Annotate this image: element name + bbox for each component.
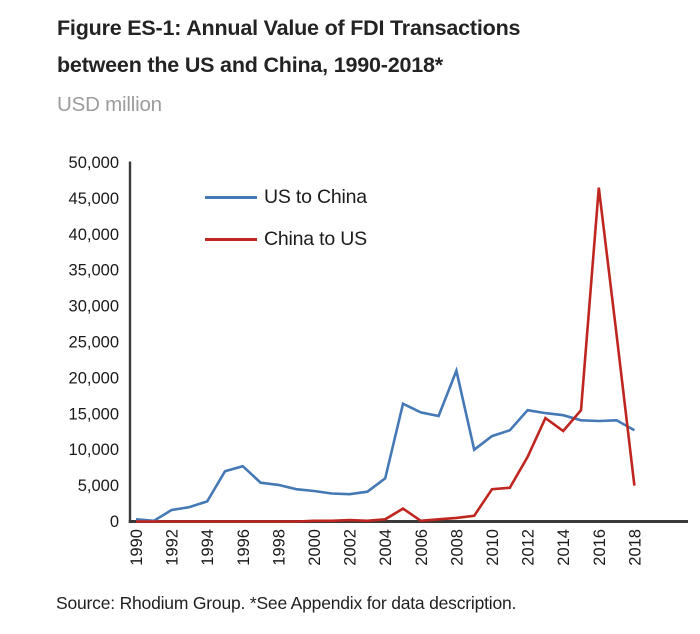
source-note: Source: Rhodium Group. *See Appendix for… — [56, 593, 517, 613]
y-tick-label: 40,000 — [69, 226, 119, 244]
x-tick-label: 1992 — [164, 529, 182, 566]
y-tick-label: 5,000 — [78, 477, 119, 495]
x-tick-label: 2000 — [306, 529, 324, 566]
x-tick-label: 2008 — [448, 529, 466, 566]
x-tick-label: 2012 — [520, 529, 538, 566]
x-tick-label: 2002 — [342, 529, 360, 566]
us-to-china-line — [135, 366, 636, 523]
figure-header: Figure ES-1: Annual Value of FDI Transac… — [57, 10, 657, 117]
us-to-china-line-sample — [205, 195, 257, 199]
y-tick-label: 20,000 — [69, 369, 119, 387]
x-tick-label: 2010 — [484, 529, 502, 566]
x-tick-label: 1996 — [235, 529, 253, 566]
x-tick-label: 2014 — [555, 529, 573, 566]
y-tick-label: 25,000 — [69, 334, 119, 352]
x-tick-label: 2006 — [413, 529, 431, 566]
y-tick-label: 10,000 — [69, 441, 119, 459]
chart-legend: US to China China to US — [205, 186, 367, 250]
legend-item-us-to-china: US to China — [205, 186, 367, 208]
y-tick-label: 45,000 — [69, 190, 119, 208]
y-tick-label: 0 — [110, 513, 119, 531]
y-tick-label: 15,000 — [69, 405, 119, 423]
x-tick-label: 1990 — [128, 529, 146, 566]
y-tick-label: 35,000 — [69, 262, 119, 280]
x-tick-label: 2016 — [591, 529, 609, 566]
china-to-us-line-sample — [205, 237, 257, 241]
figure-title-line2: between the US and China, 1990-2018* — [57, 53, 443, 77]
figure-title-line1: Figure ES-1: Annual Value of FDI Transac… — [57, 16, 521, 40]
figure-unit-label: USD million — [57, 93, 162, 116]
x-tick-label: 2004 — [377, 529, 395, 566]
x-tick-label: 2018 — [626, 529, 644, 566]
y-tick-label: 50,000 — [69, 154, 119, 172]
legend-label-us-to-china: US to China — [264, 185, 367, 208]
legend-item-china-to-us: China to US — [205, 228, 367, 250]
x-tick-label: 1998 — [270, 529, 288, 566]
legend-label-china-to-us: China to US — [264, 227, 367, 250]
china-to-us-line — [136, 187, 636, 523]
x-tick-label: 1994 — [199, 529, 217, 566]
y-tick-label: 30,000 — [69, 298, 119, 316]
